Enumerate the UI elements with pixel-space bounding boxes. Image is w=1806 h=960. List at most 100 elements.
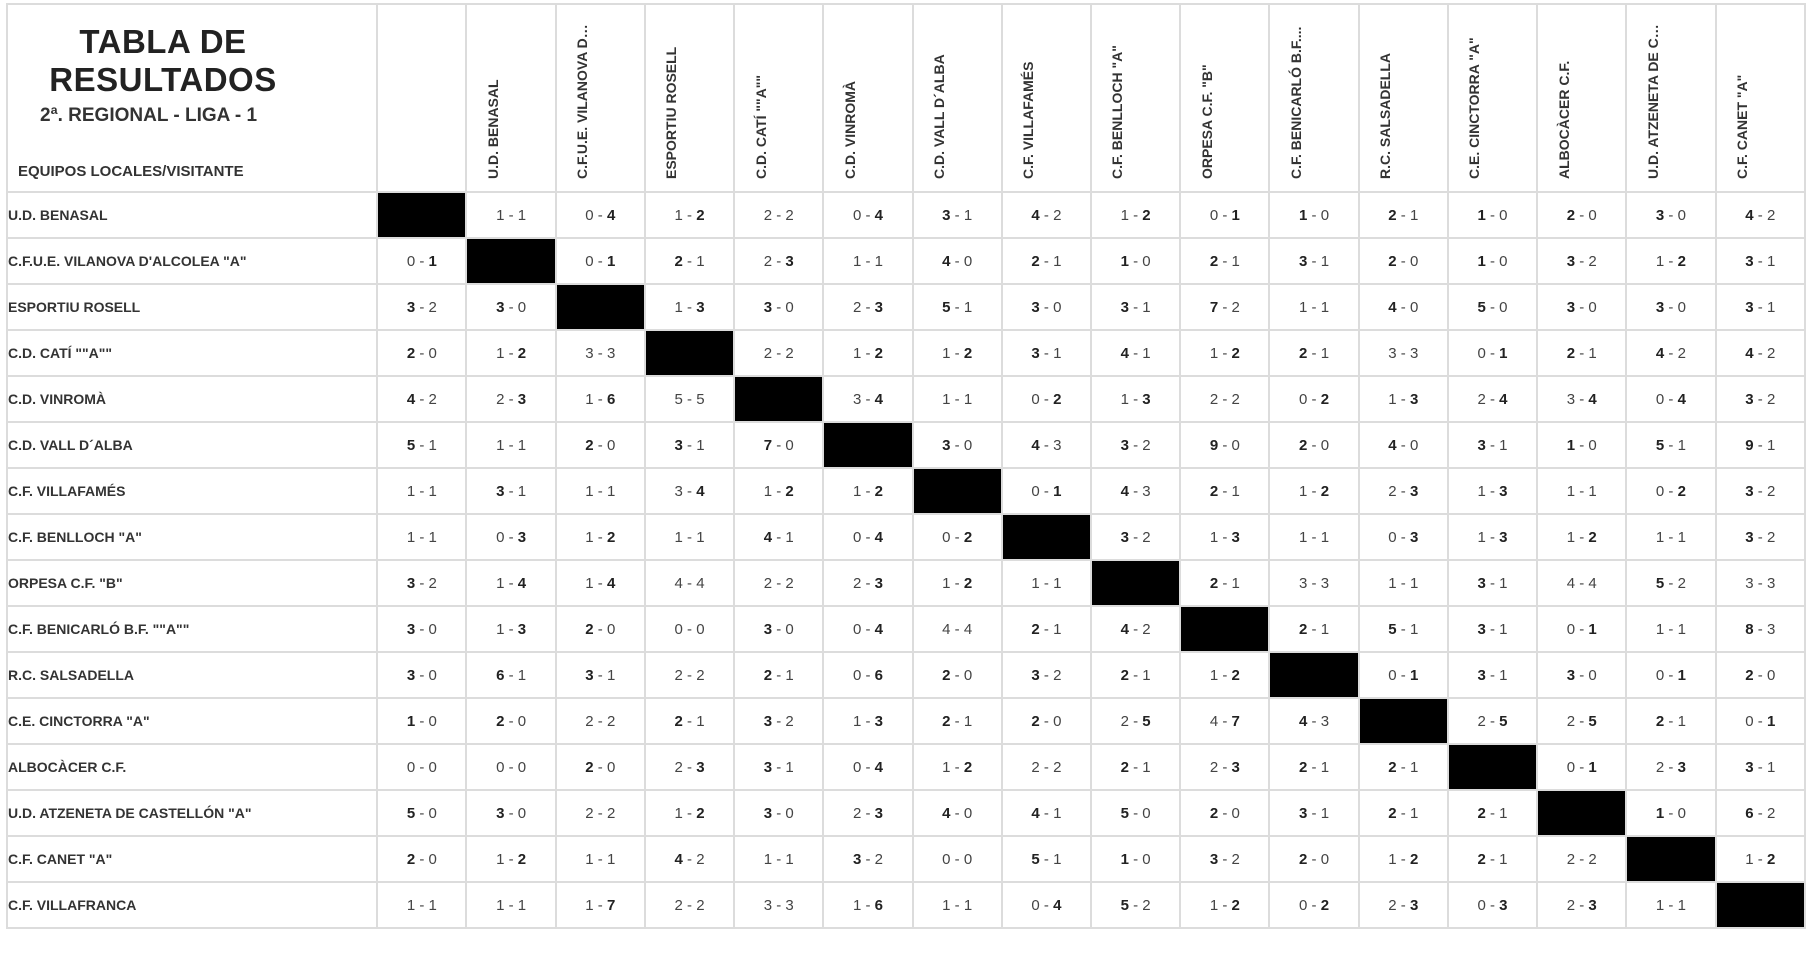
column-header: U.D. ATZENETA DE CAS... (1536, 3, 1661, 193)
score-cell: 2 - 3 (643, 743, 736, 791)
score-cell: 3 - 1 (1446, 559, 1539, 607)
score-cell: 2 - 3 (822, 789, 914, 837)
score-cell: 0 - 2 (1000, 375, 1093, 423)
score-cell: 2 - 1 (1268, 743, 1360, 791)
score-cell: 1 - 2 (643, 191, 736, 239)
score-cell: 1 - 0 (1625, 789, 1717, 837)
score-cell: 4 - 2 (1090, 605, 1182, 653)
score-cell: 3 - 2 (1090, 421, 1182, 469)
title-line-1: TABLA DE (79, 23, 247, 60)
score-cell: 0 - 4 (822, 605, 914, 653)
score-cell: 5 - 1 (1357, 605, 1449, 653)
score-cell: 0 - 3 (1357, 513, 1449, 561)
score-cell: 2 - 1 (643, 237, 736, 285)
score-cell: 2 - 1 (1446, 789, 1539, 837)
score-cell: 1 - 2 (554, 513, 646, 561)
column-header: C.F. BENICARLÓ B.F.... (1179, 3, 1304, 193)
score-cell: 4 - 2 (1000, 191, 1093, 239)
score-cell: 2 - 1 (1357, 789, 1449, 837)
score-cell: 3 - 2 (1714, 513, 1806, 561)
score-cell: 9 - 1 (1714, 421, 1806, 469)
score-cell: 1 - 3 (643, 283, 736, 331)
score-cell: 1 - 2 (465, 835, 557, 883)
score-cell: 1 - 4 (554, 559, 646, 607)
score-cell: 8 - 3 (1714, 605, 1806, 653)
score-cell: 1 - 3 (1446, 513, 1539, 561)
score-cell: 2 - 2 (1536, 835, 1628, 883)
self-match-cell (1446, 743, 1539, 791)
score-cell: 3 - 0 (733, 605, 825, 653)
score-cell: 0 - 6 (822, 651, 914, 699)
score-cell: 1 - 1 (376, 513, 468, 561)
score-cell: 2 - 0 (465, 697, 557, 745)
score-cell: 5 - 2 (1625, 559, 1717, 607)
axis-label: EQUIPOS LOCALES/VISITANTE (18, 163, 244, 180)
score-cell: 4 - 0 (911, 237, 1003, 285)
score-cell: 0 - 4 (822, 513, 914, 561)
score-cell: 1 - 2 (643, 789, 736, 837)
score-cell: 1 - 2 (1179, 329, 1271, 377)
score-cell: 2 - 1 (1000, 605, 1093, 653)
score-cell: 0 - 0 (643, 605, 736, 653)
home-team-name: C.F. CANET "A" (5, 835, 379, 883)
score-cell: 1 - 1 (1268, 513, 1360, 561)
score-cell: 0 - 2 (1268, 375, 1360, 423)
score-cell: 2 - 0 (554, 743, 646, 791)
score-cell: 2 - 2 (643, 881, 736, 929)
score-cell: 1 - 2 (1536, 513, 1628, 561)
score-cell: 1 - 1 (1625, 881, 1717, 929)
home-team-name: C.E. CINCTORRA "A" (5, 697, 379, 745)
score-cell: 1 - 1 (376, 467, 468, 515)
column-header: R.C. SALSADELLA (1268, 3, 1393, 193)
results-table: TABLA DE RESULTADOS 2ª. REGIONAL - LIGA … (5, 3, 1806, 929)
score-cell: 2 - 0 (554, 421, 646, 469)
score-cell: 1 - 1 (1536, 467, 1628, 515)
home-team-name: C.F. VILLAFAMÉS (5, 467, 379, 515)
home-team-name: C.D. VINROMÀ (5, 375, 379, 423)
home-team-name: C.F. BENLLOCH "A" (5, 513, 379, 561)
score-cell: 2 - 3 (1357, 881, 1449, 929)
score-cell: 2 - 3 (822, 559, 914, 607)
score-cell: 1 - 3 (1179, 513, 1271, 561)
self-match-cell (643, 329, 736, 377)
score-cell: 3 - 1 (1714, 237, 1806, 285)
score-cell: 0 - 2 (1268, 881, 1360, 929)
score-cell: 1 - 2 (1357, 835, 1449, 883)
score-cell: 4 - 3 (1000, 421, 1093, 469)
score-cell: 1 - 7 (554, 881, 646, 929)
score-cell: 0 - 0 (911, 835, 1003, 883)
score-cell: 3 - 2 (1090, 513, 1182, 561)
self-match-cell (1090, 559, 1182, 607)
score-cell: 3 - 0 (733, 283, 825, 331)
score-cell: 3 - 0 (376, 651, 468, 699)
score-cell: 1 - 1 (1000, 559, 1093, 607)
score-cell: 3 - 0 (1625, 283, 1717, 331)
score-cell: 2 - 1 (1090, 743, 1182, 791)
score-cell: 3 - 3 (1268, 559, 1360, 607)
score-cell: 3 - 2 (376, 559, 468, 607)
home-team-name: C.F. VILLAFRANCA (5, 881, 379, 929)
score-cell: 5 - 0 (1446, 283, 1539, 331)
score-cell: 4 - 1 (1000, 789, 1093, 837)
score-cell: 1 - 6 (554, 375, 646, 423)
score-cell: 3 - 0 (1536, 283, 1628, 331)
score-cell: 2 - 2 (733, 559, 825, 607)
score-cell: 0 - 3 (465, 513, 557, 561)
self-match-cell (1714, 881, 1806, 929)
score-cell: 4 - 4 (911, 605, 1003, 653)
score-cell: 1 - 2 (1625, 237, 1717, 285)
score-cell: 1 - 0 (1536, 421, 1628, 469)
score-cell: 1 - 0 (1446, 191, 1539, 239)
self-match-cell (376, 191, 468, 239)
score-cell: 2 - 1 (1090, 651, 1182, 699)
score-cell: 3 - 3 (1714, 559, 1806, 607)
column-header: C.F.U.E. VILANOVA D&... (465, 3, 590, 193)
score-cell: 0 - 4 (1000, 881, 1093, 929)
home-team-name: U.D. BENASAL (5, 191, 379, 239)
score-cell: 1 - 2 (1179, 881, 1271, 929)
